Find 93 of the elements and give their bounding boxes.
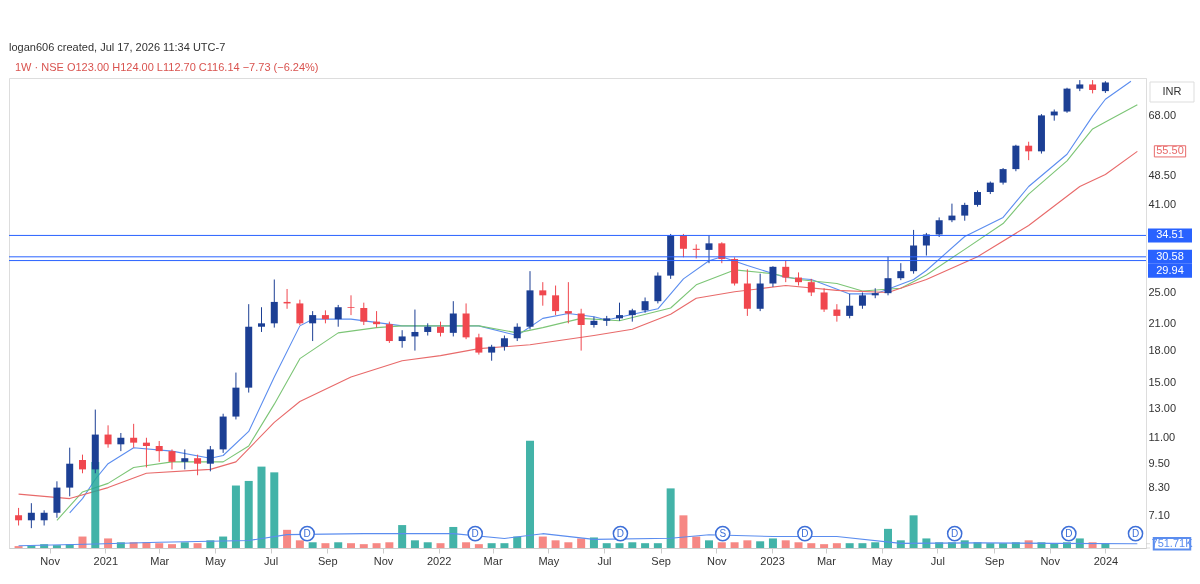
- data-label: 55.50: [1156, 144, 1184, 157]
- candlestick: [360, 302, 368, 326]
- candlestick: [705, 234, 713, 264]
- annotation: D: [471, 527, 479, 539]
- candlestick: [884, 256, 892, 296]
- x-tick-label: Sep: [984, 554, 1005, 567]
- x-tick-label: Mar: [483, 554, 503, 567]
- candlestick: [66, 447, 74, 497]
- candlestick: [922, 232, 930, 257]
- text: INR: [1162, 85, 1182, 97]
- candlestick: [79, 454, 86, 474]
- candlestick: [168, 448, 176, 470]
- y-tick-label: 48.50: [1148, 168, 1177, 181]
- ref-line-label: 34.51: [1156, 228, 1184, 241]
- candlestick: [194, 454, 202, 476]
- candlestick: [1063, 87, 1071, 114]
- ref-line-label: 29.94: [1156, 263, 1184, 276]
- x-tick-label: Sep: [317, 554, 338, 567]
- y-tick-label: 68.00: [1148, 108, 1177, 121]
- candlestick: [820, 287, 828, 313]
- y-tick-label: 7.10: [1148, 508, 1170, 521]
- y-tick-label: 25.00: [1148, 285, 1177, 298]
- candlestick: [398, 329, 406, 349]
- candlestick: [590, 316, 598, 329]
- y-tick-label: 21.00: [1148, 316, 1177, 329]
- y-tick-label: 13.00: [1148, 401, 1177, 414]
- candlestick: [104, 424, 112, 449]
- candlestick: [1012, 144, 1020, 172]
- candlestick: [27, 502, 35, 529]
- line-series: [18, 150, 1138, 500]
- candlestick: [718, 241, 726, 264]
- candlestick: [347, 294, 355, 316]
- candlestick: [258, 306, 265, 333]
- text: logan606 created, Jul 17, 2026 11:34 UTC-7: [9, 41, 226, 53]
- x-tick-label: 2024: [1093, 554, 1119, 567]
- y-tick-label: 15.00: [1148, 376, 1177, 389]
- candlestick: [181, 448, 189, 470]
- x-tick-label: 2023: [760, 554, 785, 567]
- candlestick: [206, 445, 214, 472]
- candlestick: [935, 216, 943, 238]
- annotation: S: [719, 527, 727, 539]
- annotation: D: [616, 527, 625, 539]
- annotation: D: [951, 527, 959, 539]
- candlestick: [309, 310, 317, 342]
- candlestick: [117, 432, 125, 452]
- candlestick: [449, 300, 457, 337]
- x-tick-label: Sep: [651, 554, 671, 567]
- ref-line-label: 30.58: [1156, 249, 1184, 262]
- candlestick: [270, 279, 278, 329]
- x-tick-label: Jul: [264, 554, 279, 567]
- x-tick-label: Jul: [597, 554, 612, 567]
- candlestick: [385, 321, 393, 344]
- candlestick: [411, 309, 419, 352]
- candlestick: [782, 259, 790, 283]
- candlestick: [577, 308, 585, 352]
- annotation: D: [1131, 527, 1140, 539]
- candlestick: [40, 509, 48, 526]
- chart-title: 1W · NSE O123.00 H124.00 L112.70 C116.14 −7.73 (−6.24%): [15, 61, 319, 73]
- y-tick-label: 18.00: [1148, 344, 1177, 357]
- candlestick: [552, 285, 560, 316]
- candlestick: [616, 302, 624, 322]
- annotation: D: [1065, 527, 1073, 539]
- candlestick: [462, 302, 470, 340]
- x-tick-label: Mar: [150, 554, 170, 567]
- x-tick-label: Nov: [707, 554, 728, 567]
- x-tick-label: 2021: [93, 554, 119, 567]
- annotation: D: [801, 527, 809, 539]
- candlestick: [142, 437, 150, 468]
- candlestick: [475, 333, 483, 356]
- x-tick-label: May: [871, 554, 894, 567]
- candlestick: [539, 281, 547, 307]
- x-tick-label: Nov: [40, 554, 61, 567]
- candlestick: [155, 440, 163, 463]
- x-tick-label: Nov: [1040, 554, 1061, 567]
- x-tick-label: Nov: [373, 554, 394, 567]
- candlestick: [679, 233, 687, 258]
- candlestick: [769, 265, 777, 288]
- x-tick-label: May: [538, 554, 560, 567]
- y-tick-label: 9.50: [1148, 457, 1170, 470]
- x-tick-label: May: [205, 554, 227, 567]
- annotation: D: [303, 527, 311, 539]
- candlestick: [846, 293, 854, 319]
- y-tick-label: 41.00: [1148, 198, 1177, 211]
- candlestick: [296, 299, 304, 326]
- y-tick-label: 11.00: [1148, 431, 1176, 444]
- candlestick: [130, 423, 138, 449]
- candlestick: [833, 303, 841, 323]
- y-tick-label: 8.30: [1148, 481, 1170, 494]
- candlestick: [334, 304, 342, 328]
- x-tick-label: Mar: [816, 554, 837, 567]
- x-tick-label: 2022: [426, 554, 452, 567]
- candlestick: [641, 297, 649, 314]
- x-tick-label: Jul: [930, 554, 945, 567]
